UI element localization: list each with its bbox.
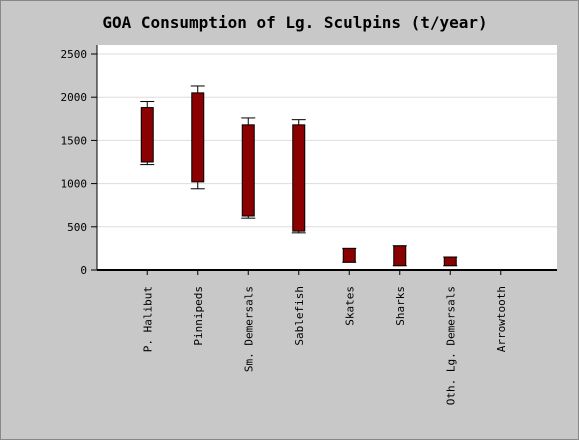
box bbox=[191, 92, 205, 183]
box bbox=[241, 124, 255, 217]
x-tick-label: Skates bbox=[343, 286, 356, 326]
box bbox=[393, 245, 407, 267]
y-tick-label: 0 bbox=[80, 264, 87, 277]
x-tick-label: P. Halibut bbox=[141, 286, 154, 352]
y-tick-label: 1000 bbox=[61, 178, 88, 191]
box bbox=[140, 107, 154, 163]
x-tick-label: Pinnipeds bbox=[192, 286, 205, 346]
box bbox=[342, 247, 356, 263]
y-tick-label: 1500 bbox=[61, 134, 88, 147]
x-tick-label: Arrowtooth bbox=[495, 286, 508, 352]
x-tick-label: Sharks bbox=[394, 286, 407, 326]
x-tick-label: Oth. Lg. Demersals bbox=[444, 286, 457, 405]
box bbox=[443, 256, 457, 267]
y-tick-label: 2500 bbox=[61, 48, 88, 61]
x-tick-label: Sablefish bbox=[293, 286, 306, 346]
y-tick-label: 2000 bbox=[61, 91, 88, 104]
plot-area bbox=[97, 45, 557, 270]
chart-title: GOA Consumption of Lg. Sculpins (t/year) bbox=[102, 13, 487, 32]
box bbox=[292, 124, 306, 232]
y-tick-label: 500 bbox=[67, 221, 87, 234]
x-tick-label: Sm. Demersals bbox=[242, 286, 255, 372]
